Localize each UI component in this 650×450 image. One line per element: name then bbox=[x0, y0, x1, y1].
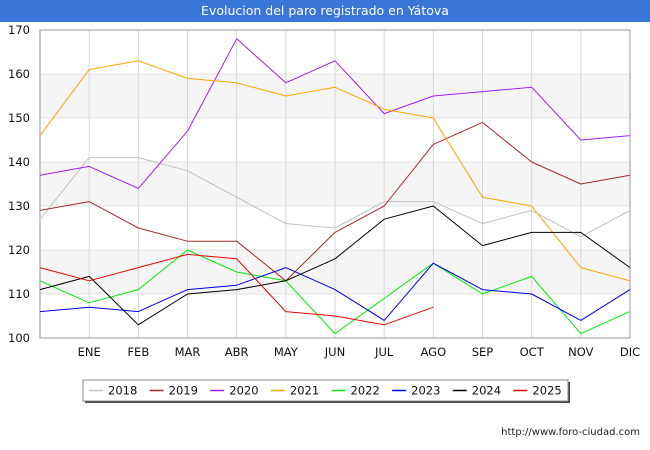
x-tick-label: ENE bbox=[78, 345, 101, 359]
legend-label-2024: 2024 bbox=[472, 384, 501, 398]
y-axis-ticks: 100 110 120 130 140 150 160 170 bbox=[8, 23, 30, 345]
series-line-2025 bbox=[39, 253, 434, 326]
legend-label-2022: 2022 bbox=[351, 384, 380, 398]
legend-label-2023: 2023 bbox=[411, 384, 440, 398]
x-tick-label: AGO bbox=[421, 345, 447, 359]
series-line-2018 bbox=[39, 157, 631, 238]
plot-border bbox=[39, 29, 631, 339]
legend-label-2020: 2020 bbox=[229, 384, 258, 398]
x-axis-ticks: ENE FEB MAR ABR MAY JUN JUL AGO SEP OCT NOV DIC bbox=[78, 345, 641, 359]
x-tick-label: FEB bbox=[127, 345, 149, 359]
y-tick-label: 130 bbox=[8, 199, 30, 213]
legend-label-2021: 2021 bbox=[290, 384, 319, 398]
x-tick-label: DIC bbox=[620, 345, 640, 359]
legend-label-2019: 2019 bbox=[169, 384, 198, 398]
x-tick-label: JUL bbox=[374, 345, 394, 359]
series-line-2020 bbox=[39, 38, 631, 189]
y-tick-label: 150 bbox=[8, 111, 30, 125]
y-tick-label: 110 bbox=[8, 287, 30, 301]
series-lines bbox=[39, 38, 631, 335]
series-line-2019 bbox=[39, 121, 631, 282]
legend-box bbox=[82, 379, 569, 402]
source-url[interactable]: http://www.foro-ciudad.com bbox=[501, 427, 640, 438]
x-tick-label: MAY bbox=[274, 345, 299, 359]
series-line-2024 bbox=[39, 205, 631, 326]
legend-label-2018: 2018 bbox=[108, 384, 137, 398]
x-tick-label: OCT bbox=[520, 345, 545, 359]
y-tick-label: 160 bbox=[8, 67, 30, 81]
series-line-2022 bbox=[39, 249, 631, 335]
vertical-gridlines bbox=[88, 30, 582, 338]
x-tick-label: NOV bbox=[568, 345, 593, 359]
x-tick-label: JUN bbox=[324, 345, 345, 359]
legend-label-2025: 2025 bbox=[532, 384, 561, 398]
legend: 2018 2019 2020 2021 2022 2023 2024 2025 bbox=[82, 379, 570, 403]
y-tick-label: 100 bbox=[8, 331, 30, 345]
x-tick-label: MAR bbox=[175, 345, 201, 359]
y-tick-label: 120 bbox=[8, 243, 30, 257]
chart-title: Evolucion del paro registrado en Yátova bbox=[0, 0, 650, 22]
x-tick-label: SEP bbox=[472, 345, 494, 359]
series-line-2021 bbox=[39, 60, 631, 282]
y-tick-label: 170 bbox=[8, 23, 30, 37]
x-tick-label: ABR bbox=[225, 345, 249, 359]
y-tick-label: 140 bbox=[8, 155, 30, 169]
series-line-2023 bbox=[39, 262, 631, 321]
